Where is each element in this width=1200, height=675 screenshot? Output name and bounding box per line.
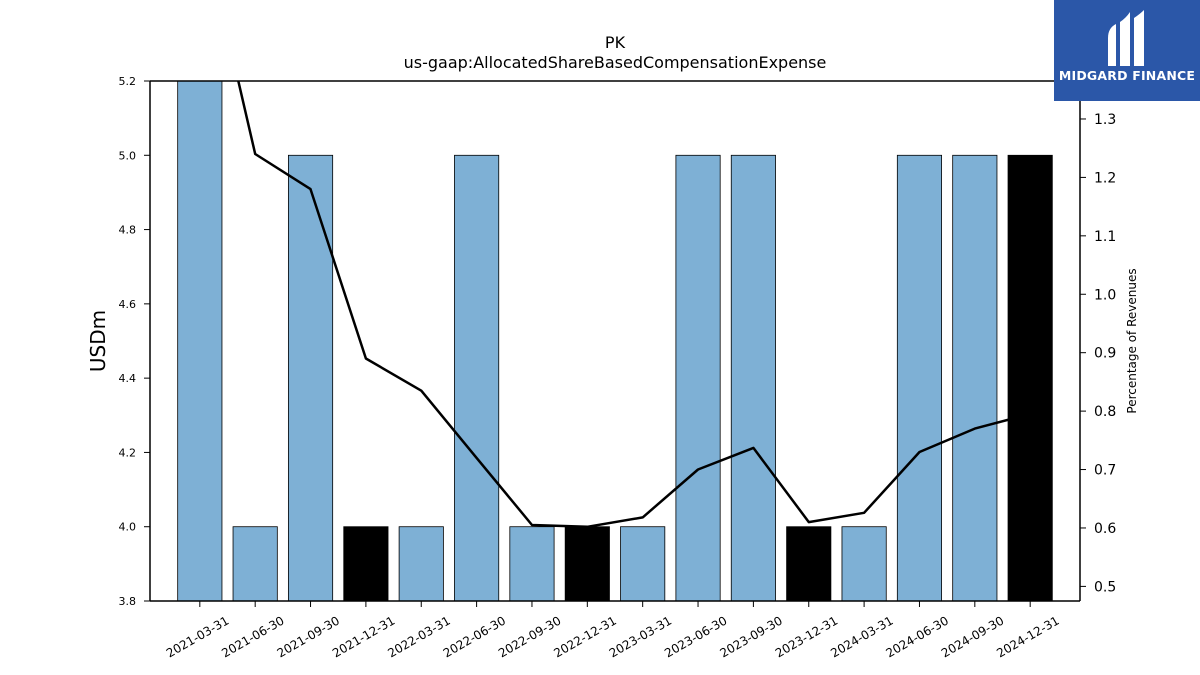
bar [454,154,500,601]
x-tick-label: 2024-12-31 [994,613,1061,660]
midgard-finance-logo: MIDGARD FINANCE [1054,0,1200,101]
bar [952,154,998,601]
y2-tick-label: 1.0 [1094,287,1116,303]
bar [841,526,887,601]
y2-tick-label: 1.1 [1094,229,1116,245]
y2-tick-label: 0.5 [1094,579,1116,595]
y-tick-label: 3.8 [119,595,137,608]
bar [232,526,278,601]
y-tick-label: 4.2 [119,446,137,459]
y2-tick-label: 1.2 [1094,170,1116,186]
y-tick-label: 4.8 [119,224,137,237]
bar [287,154,334,601]
bar [730,154,776,601]
y2-tick-label: 0.7 [1094,463,1116,479]
bar [1007,154,1053,601]
y2-tick-label: 0.9 [1094,346,1116,362]
bar [620,526,666,601]
bar [177,81,223,601]
y-tick-label: 4.4 [119,372,137,385]
y-tick-label: 5.2 [119,75,137,88]
y2-tick-label: 0.6 [1094,521,1116,537]
y2-tick-label: 1.3 [1094,112,1116,128]
y-tick-label: 4.0 [119,521,137,534]
y-axis-label: USDm [86,310,110,372]
logo-mark-icon [1108,10,1144,66]
bar [675,154,721,601]
bar [398,526,444,601]
y-tick-label: 4.6 [119,298,137,311]
logo-text: MIDGARD FINANCE [1058,68,1196,83]
y2-tick-label: 0.8 [1094,404,1116,420]
y2-axis-label: Percentage of Revenues [1125,268,1139,413]
bar [509,526,555,601]
bar [564,526,610,601]
bar [786,526,832,601]
y-tick-label: 5.0 [119,149,137,162]
revenue-percentage-line [237,81,1031,529]
chart-subtitle: us-gaap:AllocatedShareBasedCompensationE… [404,53,827,72]
bar [896,154,943,601]
chart-title: PK [605,33,626,52]
bar [343,526,389,601]
